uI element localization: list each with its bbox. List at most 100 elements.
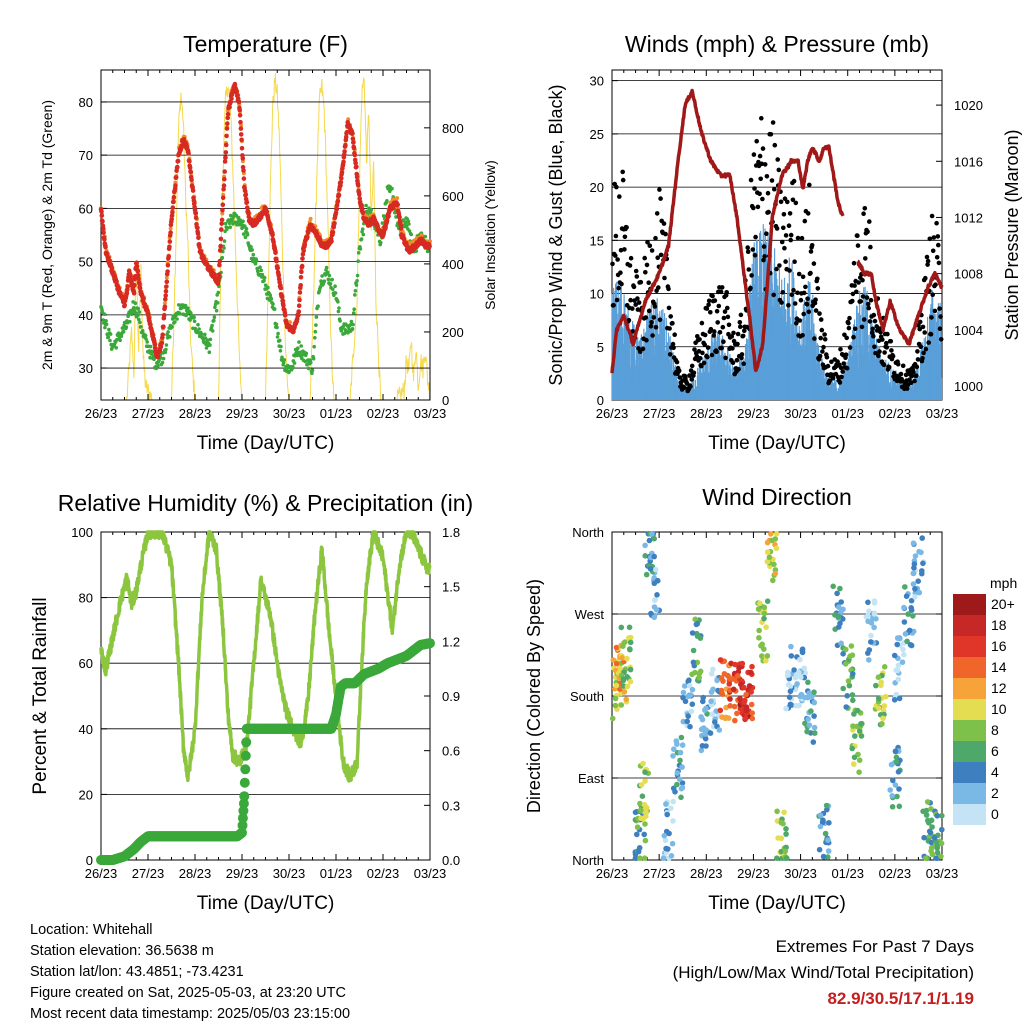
temp-2m-point <box>219 237 224 242</box>
x-tick-label: 30/23 <box>273 866 306 881</box>
x-tick-label: 02/23 <box>879 406 912 421</box>
direction-point <box>652 615 658 621</box>
dewpoint-point <box>114 346 118 350</box>
y-tick-label: 60 <box>79 656 93 671</box>
gust-point <box>668 314 673 319</box>
direction-point <box>628 635 634 641</box>
x-axis-label: Time (Day/UTC) <box>708 433 846 454</box>
gust-point <box>771 120 776 125</box>
gust-point <box>933 309 938 314</box>
direction-point <box>670 818 676 824</box>
gust-point <box>920 356 925 361</box>
gust-point <box>746 249 751 254</box>
direction-point <box>669 853 675 859</box>
temp-2m-point <box>243 188 248 193</box>
rh-line <box>101 532 430 781</box>
temp-2m-point <box>278 286 283 291</box>
dewpoint-point <box>355 283 359 287</box>
gust-point <box>645 263 650 268</box>
temp-2m-point <box>226 112 231 117</box>
gust-point <box>901 364 906 369</box>
direction-point <box>670 841 676 847</box>
direction-point <box>628 679 634 685</box>
gust-point <box>799 298 804 303</box>
gust-point <box>889 339 894 344</box>
direction-point <box>719 688 725 694</box>
temp-2m-point <box>221 202 226 207</box>
x-tick-label: 29/23 <box>737 406 770 421</box>
y2-tick-label: 1.8 <box>442 525 460 540</box>
gust-point <box>775 157 780 162</box>
x-axis-label: Time (Day/UTC) <box>197 433 335 454</box>
y-tick-label: 80 <box>79 591 93 606</box>
direction-point <box>677 758 683 764</box>
gust-point <box>738 320 743 325</box>
direction-point <box>734 711 740 717</box>
y2-tick-label: 600 <box>442 189 464 204</box>
dewpoint-point <box>245 227 249 231</box>
temp-2m-point <box>275 266 280 271</box>
direction-point <box>664 812 670 818</box>
gust-point <box>753 235 758 240</box>
direction-point <box>691 660 697 666</box>
y2-tick-label: 800 <box>442 121 464 136</box>
dewpoint-point <box>107 335 111 339</box>
dewpoint-point <box>215 309 219 313</box>
y2-tick-label: 1016 <box>954 154 983 169</box>
temp-2m-point <box>187 159 192 164</box>
dewpoint-point <box>132 306 136 310</box>
gust-point <box>808 271 813 276</box>
direction-point <box>688 692 694 698</box>
gust-point <box>788 211 793 216</box>
dewpoint-point <box>136 314 140 318</box>
gust-point <box>650 248 655 253</box>
gust-point <box>884 341 889 346</box>
gust-point <box>621 178 626 183</box>
x-tick-label: 27/23 <box>643 866 676 881</box>
dewpoint-point <box>196 323 200 327</box>
gust-point <box>635 274 640 279</box>
direction-point <box>698 714 704 720</box>
direction-point <box>674 741 680 747</box>
gust-point <box>807 310 812 315</box>
gust-point <box>885 332 890 337</box>
gust-point <box>846 321 851 326</box>
dewpoint-point <box>314 330 318 334</box>
temp-2m-point <box>224 150 229 155</box>
temp-2m-point <box>331 230 336 235</box>
x-tick-label: 26/23 <box>85 406 118 421</box>
y2-tick-label: 1008 <box>954 267 983 282</box>
dewpoint-point <box>424 235 428 239</box>
dewpoint-point <box>352 311 356 315</box>
temp-2m-point <box>297 298 302 303</box>
y-tick-label: 100 <box>71 525 93 540</box>
dewpoint-point <box>249 245 253 249</box>
temp-2m-point <box>132 283 137 288</box>
direction-point <box>628 640 634 646</box>
gust-point <box>933 282 938 287</box>
temp-2m-point <box>241 156 246 161</box>
gust-point <box>740 352 745 357</box>
direction-point <box>718 657 724 663</box>
dewpoint-point <box>337 306 341 310</box>
y2-tick-label: 0.6 <box>442 744 460 759</box>
direction-point <box>717 727 723 733</box>
gust-point <box>739 313 744 318</box>
dewpoint-point <box>156 364 160 368</box>
dewpoint-point <box>103 326 107 330</box>
gust-point <box>758 154 763 159</box>
gust-point <box>717 304 722 309</box>
gust-point <box>825 355 830 360</box>
temp-2m-point <box>110 266 115 271</box>
direction-point <box>679 764 685 770</box>
x-tick-label: 01/23 <box>831 866 864 881</box>
x-tick-label: 26/23 <box>596 406 629 421</box>
y-tick-label: 20 <box>79 787 93 802</box>
temp-9m-point <box>309 217 313 221</box>
temp-2m-point <box>170 210 175 215</box>
gust-point <box>760 197 765 202</box>
x-tick-label: 28/23 <box>179 406 212 421</box>
gust-point <box>822 332 827 337</box>
direction-point <box>726 715 732 721</box>
